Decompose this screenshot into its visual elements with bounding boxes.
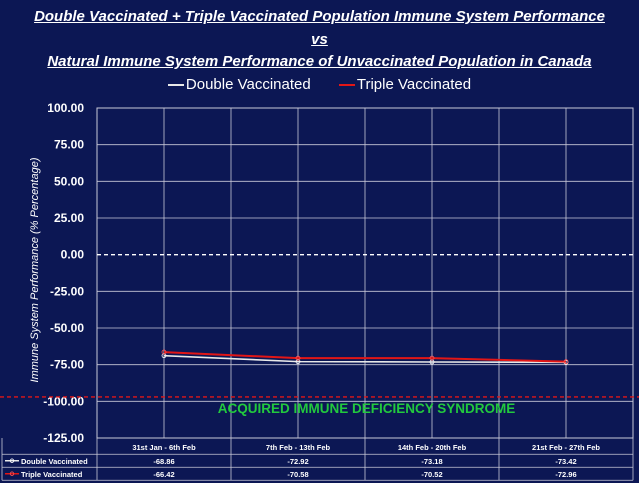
y-tick-label: -50.00 xyxy=(50,321,84,335)
data-point xyxy=(295,359,301,365)
table-cell-value: -68.86 xyxy=(153,457,174,466)
legend-line-icon xyxy=(167,83,184,86)
table-series-name: Double Vaccinated xyxy=(21,457,88,466)
x-tick-label: 21st Feb - 27th Feb xyxy=(532,443,600,452)
table-series-name: Triple Vaccinated xyxy=(21,470,83,479)
y-tick-label: -75.00 xyxy=(50,358,84,372)
chart-title-line-2: vs xyxy=(311,31,328,48)
y-tick-label: 0.00 xyxy=(61,248,85,262)
legend-item-double: Double Vaccinated xyxy=(167,75,311,93)
y-tick-label: -100.00 xyxy=(43,394,84,408)
table-cell-value: -72.96 xyxy=(555,470,576,479)
y-tick-label: 75.00 xyxy=(54,138,84,152)
table-cell-value: -72.92 xyxy=(287,457,308,466)
legend-item-triple: Triple Vaccinated xyxy=(338,75,472,93)
series-line-double xyxy=(163,354,567,364)
table-cell-value: -73.42 xyxy=(555,457,576,466)
y-tick-label: 50.00 xyxy=(54,174,84,188)
chart-title-line-3: Natural Immune System Performance of Unv… xyxy=(47,53,592,70)
y-tick-label: 25.00 xyxy=(54,211,84,225)
table-cell-value: -70.52 xyxy=(421,470,442,479)
table-legend-marker-icon xyxy=(9,471,15,476)
table-cell-value: -73.18 xyxy=(421,457,442,466)
y-tick-label: -125.00 xyxy=(43,431,84,445)
legend-label: Triple Vaccinated xyxy=(356,75,472,93)
y-tick-label: -25.00 xyxy=(50,284,84,298)
data-point xyxy=(429,355,435,361)
series-line-triple xyxy=(163,351,567,363)
legend-label: Double Vaccinated xyxy=(185,75,311,93)
x-tick-label: 7th Feb - 13th Feb xyxy=(266,443,331,452)
table-cell-value: -66.42 xyxy=(153,470,174,479)
legend-line-icon xyxy=(338,83,355,86)
data-point xyxy=(161,353,167,359)
table-cell-value: -70.58 xyxy=(287,470,308,479)
x-tick-label: 14th Feb - 20th Feb xyxy=(398,443,467,452)
chart-legend: Double Vaccinated Triple Vaccinated xyxy=(0,75,639,93)
chart-title-line-1: Double Vaccinated + Triple Vaccinated Po… xyxy=(34,8,605,25)
data-point xyxy=(161,349,167,355)
annotation-text: ACQUIRED IMMUNE DEFICIENCY SYNDROME xyxy=(217,401,516,416)
table-legend-marker-icon xyxy=(9,458,15,463)
x-tick-label: 31st Jan - 6th Feb xyxy=(132,443,196,452)
data-point xyxy=(563,359,569,365)
data-point xyxy=(295,355,301,361)
y-tick-label: 100.00 xyxy=(47,101,84,115)
